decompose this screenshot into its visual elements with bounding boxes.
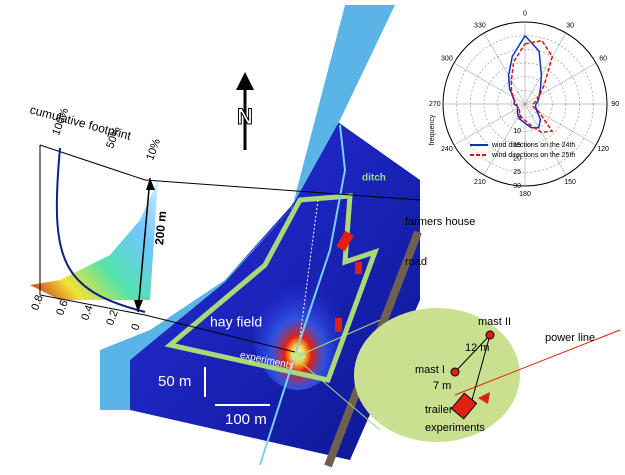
legend-label: wind directions on the 25th — [491, 152, 575, 159]
angle-tick-label: 90 — [611, 101, 619, 108]
angle-tick-label: 60 — [599, 56, 607, 63]
inset-label: 12 m — [465, 342, 489, 354]
angle-tick-label: 210 — [474, 179, 486, 186]
tick: 0.2 — [104, 309, 121, 327]
inset-label: trailer — [425, 404, 453, 416]
figure: N 51015202530030609012015018021024027030… — [0, 0, 625, 470]
angle-tick-label: 300 — [441, 56, 453, 63]
road-label: road — [405, 256, 427, 268]
tick: 10% — [144, 137, 163, 162]
mast — [486, 331, 494, 339]
angle-tick-label: 0 — [523, 11, 527, 18]
scale-label: 100 m — [225, 411, 267, 428]
angle-tick-label: 120 — [597, 146, 609, 153]
building — [335, 318, 342, 332]
scale-label: 50 m — [158, 373, 191, 390]
legend-label: wind directions on the 24th — [491, 142, 575, 149]
r-tick-label: 25 — [513, 169, 521, 176]
house-label: farmers house — [405, 216, 475, 228]
tick: 0 — [129, 322, 142, 332]
angle-tick-label: 150 — [564, 179, 576, 186]
ditch-label: ditch — [362, 173, 386, 184]
inset-label: power line — [545, 332, 595, 344]
north-label: N — [237, 104, 253, 129]
angle-tick-label: 30 — [566, 23, 574, 30]
building — [355, 262, 362, 274]
distance-label: 200 m — [152, 210, 169, 245]
tick: 0.6 — [54, 299, 71, 317]
inset-label: experiments — [425, 422, 485, 434]
angle-tick-label: 330 — [474, 23, 486, 30]
angle-tick-label: 270 — [429, 101, 441, 108]
angle-tick-label: 240 — [441, 146, 453, 153]
axis-title: frequency — [429, 114, 436, 145]
field-label: hay field — [210, 314, 262, 330]
r-tick-label: 10 — [513, 128, 521, 135]
angle-tick-label: 180 — [519, 191, 531, 198]
mast — [451, 368, 459, 376]
north-arrow-head — [236, 72, 254, 90]
polar-panel — [420, 8, 620, 208]
r-tick-label: 30 — [513, 183, 521, 190]
inset-label: mast II — [478, 316, 511, 328]
inset-label: mast I — [415, 364, 445, 376]
tick: 0.4 — [79, 304, 96, 322]
tick: 0.8 — [29, 294, 46, 312]
inset-label: 7 m — [433, 380, 451, 392]
